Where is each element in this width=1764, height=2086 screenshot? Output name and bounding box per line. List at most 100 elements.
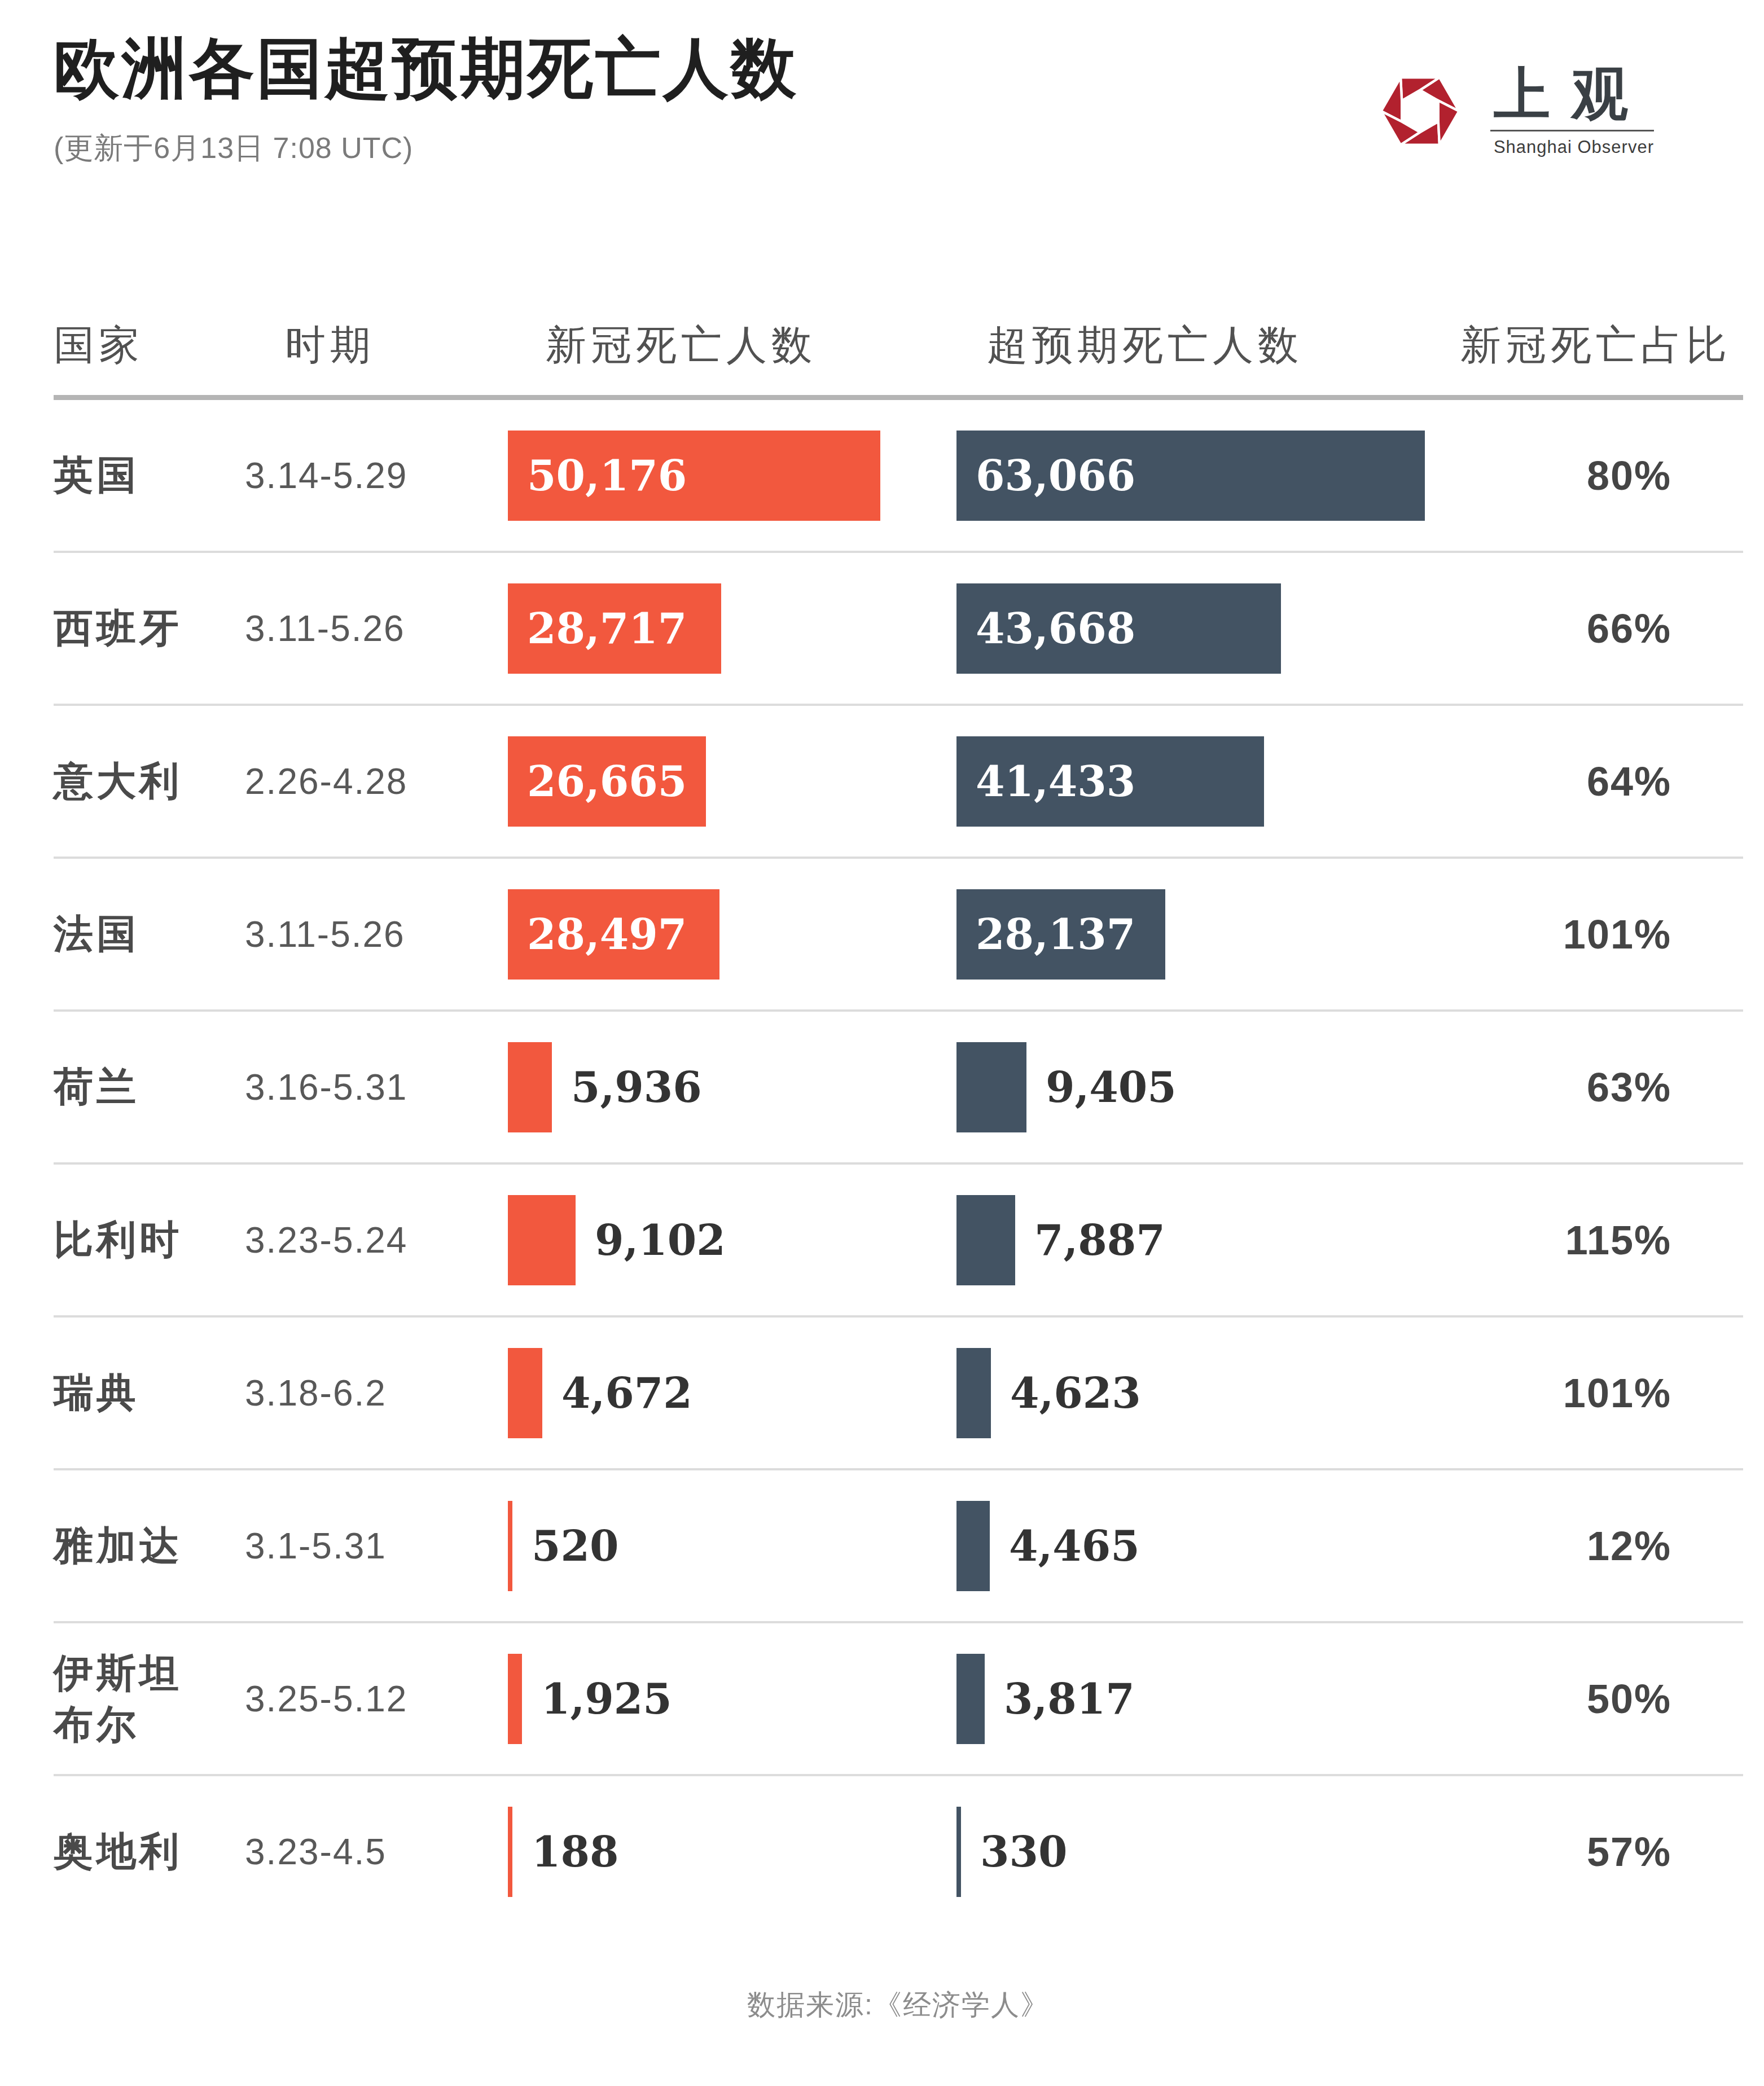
country-label: 法国 [54, 908, 245, 960]
excess-value-label: 28,137 [956, 889, 1165, 980]
excess-bar-cell: 3,817 [956, 1654, 1445, 1744]
country-label: 比利时 [54, 1214, 245, 1266]
covid-bar [508, 1501, 512, 1591]
covid-share-label: 12% [1445, 1523, 1671, 1569]
covid-share-label: 57% [1445, 1829, 1671, 1875]
country-label: 荷兰 [54, 1061, 245, 1113]
covid-bar [508, 1654, 522, 1744]
table-row: 意大利 2.26-4.2826,665 41,433 64% [54, 706, 1743, 859]
excess-value-label: 330 [980, 1828, 1067, 1876]
excess-bar [956, 1348, 991, 1438]
country-label: 奥地利 [54, 1826, 245, 1877]
table-row: 荷兰 3.16-5.31 5,936 9,405 63% [54, 1012, 1743, 1165]
table-header: 国家 时期 新冠死亡人数 超预期死亡人数 新冠死亡占比 [54, 310, 1743, 400]
covid-value-label: 188 [532, 1828, 618, 1876]
excess-bar-cell: 41,433 [956, 736, 1445, 827]
brand-name-en: Shanghai Observer [1490, 137, 1654, 157]
table-row: 伊斯坦布尔 3.25-5.12 1,925 3,817 50% [54, 1623, 1743, 1776]
period-label: 3.11-5.26 [245, 914, 508, 955]
period-label: 3.23-4.5 [245, 1831, 508, 1873]
covid-share-label: 63% [1445, 1064, 1671, 1110]
excess-bar: 63,066 [956, 431, 1425, 521]
brand-logo: 上观 Shanghai Observer [1379, 67, 1654, 157]
table-row: 瑞典3.18-6.2 4,672 4,623101% [54, 1318, 1743, 1470]
covid-bar-cell: 1,925 [508, 1654, 956, 1744]
excess-value-label: 9,405 [1046, 1063, 1177, 1112]
covid-bar: 26,665 [508, 736, 706, 827]
excess-value-label: 43,668 [956, 583, 1281, 674]
country-label: 雅加达 [54, 1520, 245, 1571]
covid-value-label: 28,497 [508, 889, 719, 980]
excess-bar-cell: 4,623 [956, 1348, 1445, 1438]
excess-bar [956, 1807, 961, 1897]
country-label-text: 意大利 [54, 756, 182, 807]
period-label: 3.1-5.31 [245, 1525, 508, 1567]
covid-bar-cell: 5,936 [508, 1042, 956, 1132]
covid-bar-cell: 28,717 [508, 583, 956, 674]
data-source-label: 数据来源:《经济学人》 [54, 1986, 1743, 2024]
excess-bar: 43,668 [956, 583, 1281, 674]
period-label: 3.18-6.2 [245, 1372, 508, 1414]
excess-bar-cell: 43,668 [956, 583, 1445, 674]
period-label: 2.26-4.28 [245, 761, 508, 802]
aperture-icon [1379, 67, 1461, 156]
table-row: 雅加达3.1-5.31 520 4,46512% [54, 1470, 1743, 1623]
period-label: 3.25-5.12 [245, 1678, 508, 1720]
table-body: 英国3.14-5.2950,17663,06680%西班牙3.11-5.2628… [54, 400, 1743, 1927]
country-label: 意大利 [54, 756, 245, 807]
period-label: 3.16-5.31 [245, 1066, 508, 1108]
country-label: 瑞典 [54, 1367, 245, 1419]
covid-share-label: 80% [1445, 453, 1671, 499]
covid-bar: 28,717 [508, 583, 721, 674]
country-label-text: 西班牙 [54, 603, 182, 654]
excess-bar [956, 1195, 1015, 1285]
covid-value-label: 520 [532, 1522, 618, 1570]
country-label-text: 伊斯坦布尔 [54, 1648, 195, 1750]
covid-bar-cell: 520 [508, 1501, 956, 1591]
brand-name-cn: 上观 [1490, 67, 1654, 131]
covid-share-label: 64% [1445, 758, 1671, 805]
excess-value-label: 41,433 [956, 736, 1264, 827]
excess-value-label: 7,887 [1034, 1216, 1165, 1264]
period-label: 3.23-5.24 [245, 1219, 508, 1261]
covid-value-label: 9,102 [595, 1216, 726, 1264]
country-label-text: 英国 [54, 450, 139, 501]
column-header-excess-deaths: 超预期死亡人数 [987, 318, 1303, 372]
column-header-covid-deaths: 新冠死亡人数 [546, 318, 817, 372]
covid-bar-cell: 26,665 [508, 736, 956, 827]
country-label: 伊斯坦布尔 [54, 1648, 245, 1750]
excess-bar: 28,137 [956, 889, 1165, 980]
column-header-country: 国家 [54, 318, 144, 372]
excess-bar [956, 1501, 990, 1591]
excess-bar-cell: 63,066 [956, 431, 1445, 521]
excess-bar-cell: 4,465 [956, 1501, 1445, 1591]
period-label: 3.11-5.26 [245, 608, 508, 649]
covid-share-label: 66% [1445, 605, 1671, 652]
covid-value-label: 28,717 [508, 583, 721, 674]
brand-text: 上观 Shanghai Observer [1490, 67, 1654, 157]
excess-bar-cell: 7,887 [956, 1195, 1445, 1285]
table-row: 奥地利3.23-4.5 188 330 57% [54, 1776, 1743, 1927]
covid-bar: 28,497 [508, 889, 719, 980]
covid-bar-cell: 28,497 [508, 889, 956, 980]
covid-bar-cell: 4,672 [508, 1348, 956, 1438]
covid-share-label: 50% [1445, 1676, 1671, 1722]
covid-bar [508, 1348, 542, 1438]
excess-value-label: 63,066 [956, 431, 1425, 521]
covid-bar [508, 1195, 576, 1285]
covid-value-label: 50,176 [508, 431, 880, 521]
covid-value-label: 1,925 [541, 1675, 672, 1723]
country-label-text: 法国 [54, 908, 139, 960]
excess-bar-cell: 330 [956, 1807, 1445, 1897]
excess-bar [956, 1042, 1026, 1132]
covid-bar-cell: 50,176 [508, 431, 956, 521]
country-label-text: 荷兰 [54, 1061, 139, 1113]
covid-share-label: 101% [1445, 1370, 1671, 1416]
covid-value-label: 5,936 [571, 1063, 702, 1112]
covid-value-label: 4,672 [561, 1369, 692, 1417]
covid-bar [508, 1042, 552, 1132]
covid-bar: 50,176 [508, 431, 880, 521]
table-row: 法国3.11-5.2628,49728,137101% [54, 859, 1743, 1012]
period-label: 3.14-5.29 [245, 455, 508, 497]
excess-value-label: 3,817 [1004, 1675, 1135, 1723]
